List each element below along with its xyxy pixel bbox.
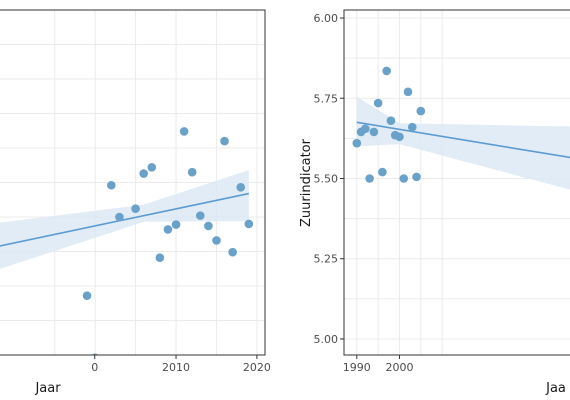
data-point <box>378 167 387 177</box>
data-point <box>407 122 417 132</box>
x-axis-title: Jaa <box>545 381 566 396</box>
trend-line <box>356 121 570 159</box>
confidence-band <box>356 96 570 190</box>
data-point <box>365 174 374 183</box>
x-tick-label: 2010 <box>162 361 190 374</box>
data-point <box>179 127 189 136</box>
data-point <box>382 66 391 76</box>
x-axis-title: Jaar <box>34 381 61 396</box>
x-tick-label: 1990 <box>343 361 371 374</box>
y-tick-label: 6.00 <box>314 12 339 25</box>
data-point <box>220 136 229 146</box>
data-point <box>82 291 92 300</box>
data-point <box>187 167 197 177</box>
y-axis-title: Zuurindicator <box>299 138 314 227</box>
data-point <box>131 204 140 214</box>
data-point <box>352 138 362 148</box>
data-point <box>416 106 426 116</box>
data-point <box>115 212 124 222</box>
plot-frame <box>0 9 266 356</box>
data-point <box>204 221 213 231</box>
x-tick-label: 2000 <box>385 361 413 374</box>
data-point <box>155 253 165 263</box>
x-tick-label: 2020 <box>243 361 271 374</box>
data-point <box>147 163 157 172</box>
x-tick-label: 0 <box>91 361 98 374</box>
y-tick-label: 5.75 <box>314 92 339 105</box>
y-tick-label: 5.00 <box>314 333 339 346</box>
data-point <box>195 211 205 220</box>
plot-frame <box>343 9 570 356</box>
data-point <box>139 169 148 178</box>
data-point <box>244 219 254 229</box>
y-tick-label: 5.50 <box>314 172 339 185</box>
plot-background <box>344 10 570 355</box>
data-point <box>373 98 383 108</box>
data-points <box>352 66 426 183</box>
y-tick-label: 5.25 <box>314 253 339 266</box>
data-point <box>228 247 237 257</box>
chart-panel-2: 1990 2000 5.00 5.25 5.50 5.75 6.00 Jaa Zuurindic… <box>299 9 570 396</box>
data-point <box>171 220 181 229</box>
data-point <box>412 172 421 182</box>
data-point <box>403 87 413 97</box>
data-point <box>361 124 370 134</box>
data-point <box>395 132 404 142</box>
data-point <box>163 225 173 234</box>
data-point <box>369 127 379 137</box>
data-point <box>236 183 246 192</box>
data-point <box>399 174 409 183</box>
data-point <box>212 236 221 245</box>
data-point <box>386 116 396 126</box>
data-point <box>107 180 116 190</box>
chart-panel-1: 2010 2020 0 Jaar <box>0 9 271 396</box>
